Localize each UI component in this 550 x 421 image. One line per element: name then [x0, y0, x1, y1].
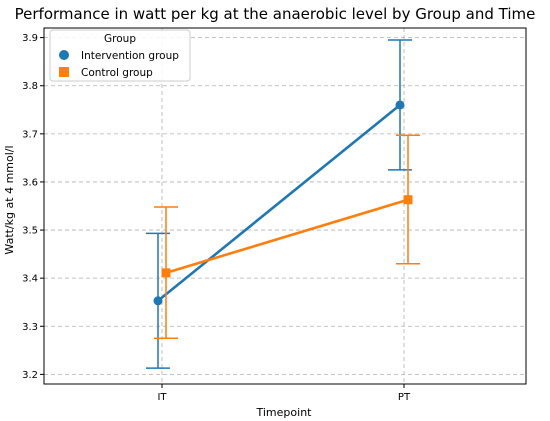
series-layer	[146, 39, 420, 369]
x-tick-label: PT	[398, 392, 411, 403]
data-point	[403, 195, 413, 205]
y-tick-label: 3.4	[22, 274, 38, 285]
x-tick-label: IT	[157, 392, 167, 403]
grid	[44, 28, 526, 384]
series-intervention	[146, 39, 412, 369]
y-tick-label: 3.2	[22, 370, 38, 381]
data-point	[153, 296, 163, 306]
legend-label: Intervention group	[81, 50, 179, 62]
y-tick-label: 3.6	[22, 177, 38, 188]
chart-title: Performance in watt per kg at the anaero…	[15, 5, 536, 23]
legend-title: Group	[104, 33, 136, 45]
series-line	[165, 198, 409, 275]
legend-frame	[49, 29, 191, 82]
legend-marker	[59, 67, 69, 77]
plot-area	[43, 27, 527, 385]
x-axis: IT PT	[157, 384, 411, 403]
legend-marker	[59, 50, 69, 60]
data-point	[161, 268, 171, 278]
y-tick-label: 3.5	[22, 226, 38, 237]
series-line	[157, 103, 401, 302]
y-tick-label: 3.3	[22, 322, 38, 333]
y-tick-label: 3.9	[22, 33, 38, 44]
series-control	[154, 134, 420, 340]
y-tick-label: 3.7	[22, 129, 38, 140]
legend: Group Intervention group Control group	[49, 29, 191, 82]
x-axis-label: Timepoint	[256, 406, 313, 419]
y-axis-label: Watt/kg at 4 mmol/l	[3, 145, 16, 254]
data-point	[395, 100, 405, 110]
y-tick-label: 3.8	[22, 81, 38, 92]
y-axis: 3.2 3.3 3.4 3.5 3.6 3.7 3.8 3.9	[22, 33, 44, 381]
legend-label: Control group	[81, 67, 153, 79]
